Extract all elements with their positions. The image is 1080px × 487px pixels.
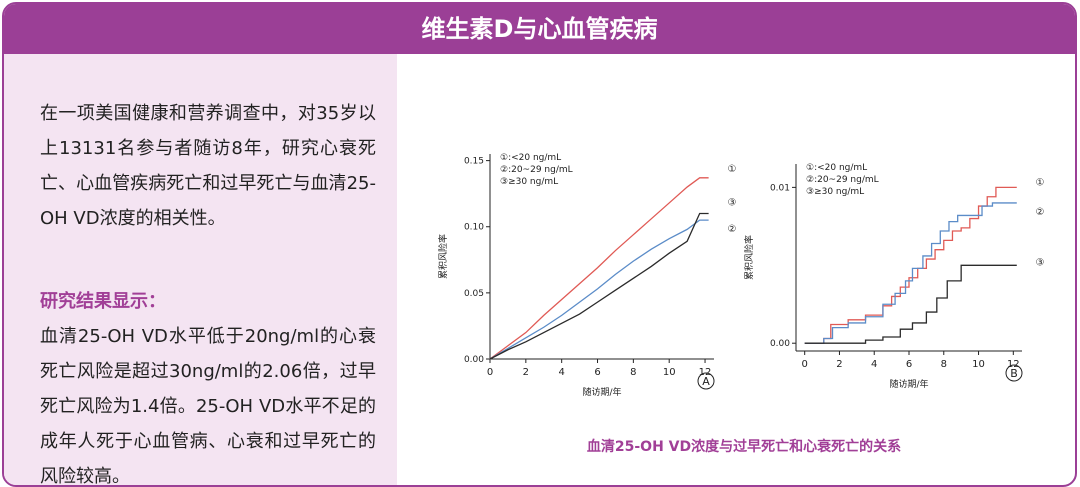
- x-tick-label: 4: [871, 359, 877, 370]
- results-heading: 研究结果显示：: [40, 291, 166, 312]
- x-tick-label: 10: [663, 367, 676, 378]
- x-tick-label: 4: [558, 367, 564, 378]
- y-tick-label: 0.10: [464, 223, 484, 233]
- series-end-label-3: ③: [728, 198, 737, 209]
- x-tick-label: 12: [1007, 359, 1020, 370]
- y-axis-label: 累积风险率: [743, 235, 755, 280]
- series-line-2: [804, 202, 1017, 344]
- card-header: 维生素D与心血管疾病: [4, 4, 1075, 54]
- x-tick-label: 8: [941, 359, 947, 370]
- survival-charts: 0 2 4 6 8 10 12 0.00 0.05 0.10 0.15 随访期/年 累积风险率 ①:<20…: [437, 153, 1044, 398]
- legend-entry: ①:<20 ng/mL: [806, 163, 867, 173]
- x-tick-label: 0: [487, 367, 493, 378]
- legend-entry: ②:20~29 ng/mL: [806, 175, 879, 185]
- series-end-label-2: ②: [728, 224, 737, 235]
- study-intro-text: 在一项美国健康和营养调查中，对35岁以上13131名参与者随访8年，研究心衰死亡…: [40, 103, 376, 229]
- legend-entry: ③≥30 ng/mL: [500, 177, 558, 187]
- legend-entry: ③≥30 ng/mL: [806, 187, 864, 197]
- x-tick-label: 0: [802, 359, 808, 370]
- y-tick-label: 0.01: [770, 183, 790, 193]
- series-line-1: [489, 177, 709, 360]
- y-tick-label: 0.00: [464, 355, 484, 365]
- series-line-3: [489, 212, 709, 360]
- results-body-text: 血清25-OH VD水平低于20ng/ml的心衰死亡风险是超过30ng/ml的2…: [40, 326, 376, 487]
- series-end-label-2: ②: [1036, 207, 1044, 218]
- y-axis-label: 累积风险率: [437, 234, 449, 279]
- summary-panel: 在一项美国健康和营养调查中，对35岁以上13131名参与者随访8年，研究心衰死亡…: [4, 54, 397, 485]
- y-tick-label: 0.05: [464, 289, 484, 299]
- card-title: 维生素D与心血管疾病: [421, 15, 658, 43]
- series-end-label-1: ①: [728, 164, 737, 175]
- x-tick-label: 2: [523, 367, 529, 378]
- legend-entry: ②:20~29 ng/mL: [500, 165, 573, 175]
- y-tick-label: 0.15: [464, 157, 484, 167]
- series-line-1: [804, 186, 1017, 344]
- x-axis-label: 随访期/年: [889, 378, 928, 390]
- series-end-label-3: ③: [1036, 257, 1044, 268]
- x-tick-label: 8: [630, 367, 636, 378]
- x-axis-label: 随访期/年: [582, 386, 621, 398]
- x-tick-label: 6: [906, 359, 912, 370]
- series-end-label-1: ①: [1036, 177, 1044, 188]
- series-line-2: [489, 219, 709, 360]
- figure-caption: 血清25-OH VD浓度与过早死亡和心衰死亡的关系: [586, 439, 902, 455]
- panel-label: A: [702, 375, 710, 388]
- legend-entry: ①:<20 ng/mL: [500, 153, 561, 163]
- x-tick-label: 12: [699, 367, 712, 378]
- panel-label-circle: [1005, 364, 1023, 382]
- x-tick-label: 10: [972, 359, 985, 370]
- x-tick-label: 6: [594, 367, 600, 378]
- series-line-3: [804, 264, 1017, 344]
- panel-label-circle: [697, 372, 715, 390]
- x-tick-label: 2: [836, 359, 842, 370]
- y-tick-label: 0.00: [770, 339, 790, 349]
- panel-label: B: [1010, 367, 1018, 380]
